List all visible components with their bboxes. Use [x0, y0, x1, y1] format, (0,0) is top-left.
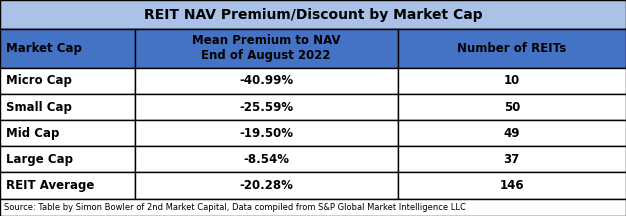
Text: REIT Average: REIT Average — [6, 179, 95, 192]
Bar — [0, 146, 135, 172]
Bar — [0, 68, 135, 94]
Bar — [0, 120, 135, 146]
Text: 37: 37 — [504, 153, 520, 166]
Text: Number of REITs: Number of REITs — [457, 42, 567, 55]
Text: 49: 49 — [503, 127, 520, 140]
Bar — [0, 199, 626, 216]
Text: Large Cap: Large Cap — [6, 153, 73, 166]
Bar — [0, 29, 626, 68]
Text: Market Cap: Market Cap — [6, 42, 82, 55]
Bar — [0, 172, 135, 199]
Text: Mid Cap: Mid Cap — [6, 127, 59, 140]
Bar — [135, 68, 398, 94]
Bar — [135, 29, 398, 68]
Bar — [135, 94, 398, 120]
Bar — [398, 146, 626, 172]
Text: -25.59%: -25.59% — [239, 100, 293, 114]
Text: REIT NAV Premium/Discount by Market Cap: REIT NAV Premium/Discount by Market Cap — [144, 8, 482, 22]
Bar — [398, 94, 626, 120]
Bar — [0, 94, 135, 120]
Text: Small Cap: Small Cap — [6, 100, 72, 114]
Text: 10: 10 — [504, 74, 520, 87]
Text: -40.99%: -40.99% — [239, 74, 293, 87]
Text: Source: Table by Simon Bowler of 2nd Market Capital, Data compiled from S&P Glob: Source: Table by Simon Bowler of 2nd Mar… — [4, 203, 466, 212]
Bar — [398, 172, 626, 199]
Text: -8.54%: -8.54% — [243, 153, 289, 166]
Bar — [398, 68, 626, 94]
Bar — [0, 0, 626, 29]
Text: Micro Cap: Micro Cap — [6, 74, 72, 87]
Bar — [135, 120, 398, 146]
Bar — [398, 120, 626, 146]
Text: Mean Premium to NAV
End of August 2022: Mean Premium to NAV End of August 2022 — [192, 34, 341, 62]
Text: 50: 50 — [503, 100, 520, 114]
Text: -20.28%: -20.28% — [239, 179, 293, 192]
Text: 146: 146 — [500, 179, 524, 192]
Bar — [135, 146, 398, 172]
Bar — [398, 29, 626, 68]
Bar — [0, 29, 135, 68]
Bar — [135, 172, 398, 199]
Text: -19.50%: -19.50% — [239, 127, 293, 140]
